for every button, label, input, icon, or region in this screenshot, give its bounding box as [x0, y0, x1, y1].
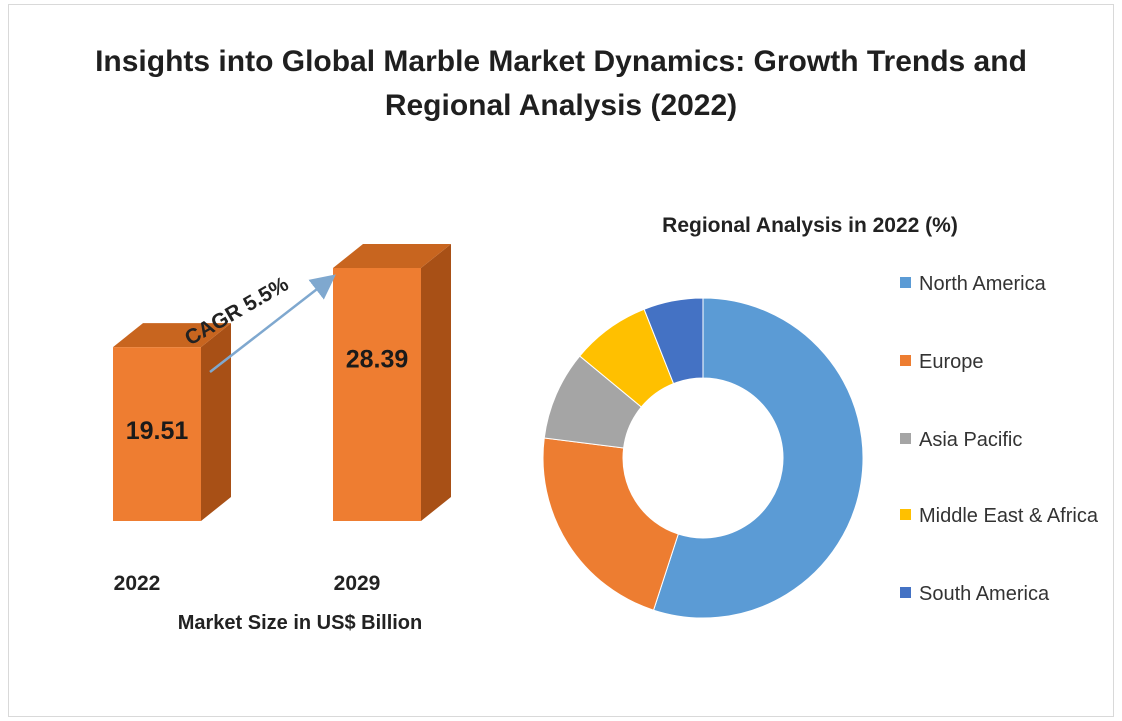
legend-item: North America [900, 268, 1099, 300]
donut-title: Regional Analysis in 2022 (%) [662, 214, 958, 237]
bar-2022 [113, 347, 201, 521]
bar-side-2029 [421, 244, 451, 521]
chart-frame [8, 4, 1114, 717]
cagr-arrow [209, 274, 336, 373]
legend-label: Asia Pacific [919, 429, 1023, 451]
legend-label: Europe [919, 351, 984, 373]
bar-top-2022 [113, 323, 231, 348]
chart-title: Insights into Global Marble Market Dynam… [95, 45, 1027, 122]
legend-label: South America [919, 583, 1050, 605]
legend-swatch [900, 355, 911, 366]
donut-slice [652, 297, 864, 619]
legend-swatch [900, 587, 911, 598]
legend-swatch [900, 277, 911, 288]
bar-x-axis-title: Market Size in US$ Billion [177, 612, 423, 634]
legend-item: South America [900, 578, 1099, 610]
legend-swatch [900, 509, 911, 520]
legend-item: Europe [900, 346, 1099, 378]
bar-category-label: 2029 [334, 572, 381, 595]
bar-2029 [333, 268, 421, 521]
donut-slice [542, 437, 679, 611]
bar-side-2022 [201, 323, 231, 521]
legend-item: Middle East & Africa [900, 500, 1099, 532]
bar-value-label: 19.51 [126, 417, 189, 445]
legend-label: North America [919, 273, 1046, 295]
bar-top-2029 [333, 244, 451, 268]
legend-item: Asia Pacific [900, 424, 1099, 456]
bar-value-label: 28.39 [346, 346, 409, 374]
legend-label: Middle East & Africa [919, 505, 1098, 527]
bar-category-label: 2022 [114, 572, 161, 595]
legend-swatch [900, 433, 911, 444]
donut-slice [643, 297, 704, 385]
